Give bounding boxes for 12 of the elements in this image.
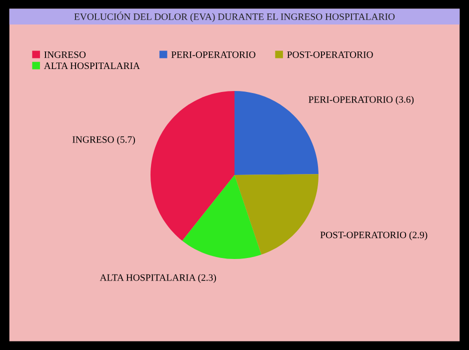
data-label: ALTA HOSPITALARIA (2.3)	[100, 274, 216, 283]
data-label: PERI-OPERATORIO (3.6)	[308, 96, 414, 105]
legend-label: INGRESO	[44, 51, 86, 58]
pie-slice	[150, 91, 234, 241]
legend-label: PERI-OPERATORIO	[171, 51, 256, 58]
legend-label: ALTA HOSPITALARIA	[44, 62, 140, 70]
data-label: POST-OPERATORIO (2.9)	[320, 231, 428, 240]
pie-slice	[234, 174, 318, 255]
pie-slice	[182, 175, 262, 259]
chart-title: EVOLUCIÓN DEL DOLOR (EVA) DURANTE EL INGRESO HOSPITALARIO	[74, 12, 395, 22]
data-label: INGRESO (5.7)	[72, 136, 135, 145]
legend-label: POST-OPERATORIO	[287, 51, 373, 58]
